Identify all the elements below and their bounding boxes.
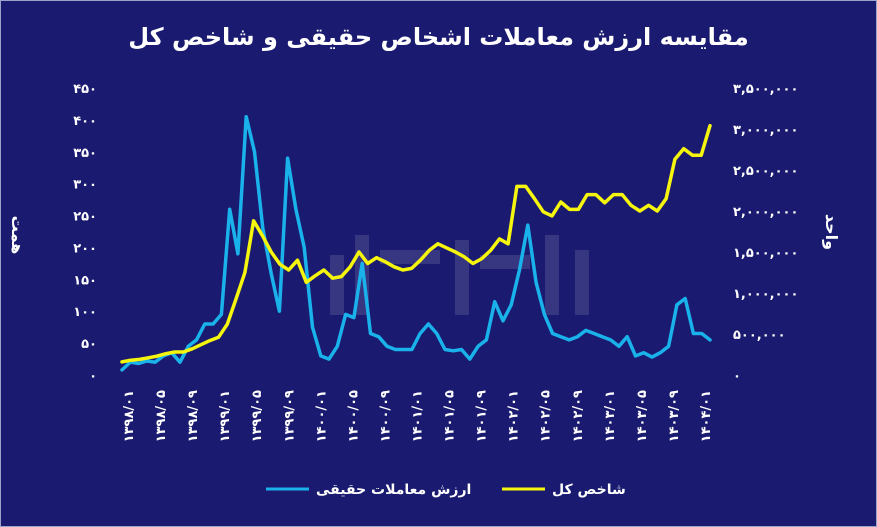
legend-label-total-index: شاخص کل bbox=[552, 482, 626, 498]
x-tick-label: ۱۴۰۱/۰۵ bbox=[443, 390, 458, 442]
y-left-tick-label: ۱۵۰ bbox=[73, 273, 97, 288]
y-left-tick-label: ۲۰۰ bbox=[73, 241, 97, 256]
y-left-tick-label: ۴۰۰ bbox=[73, 114, 97, 129]
x-tick-label: ۱۳۹۸/۰۹ bbox=[186, 390, 201, 442]
x-tick-label: ۱۴۰۰/۰۹ bbox=[378, 390, 393, 442]
x-tick-label: ۱۳۹۹/۰۵ bbox=[250, 390, 265, 442]
x-tick-label: ۱۴۰۰/۰۵ bbox=[346, 390, 361, 442]
y-right-tick-label: ۰ bbox=[733, 369, 741, 384]
x-tick-label: ۱۴۰۲/۰۹ bbox=[571, 390, 586, 442]
y-left-tick-label: ۳۰۰ bbox=[73, 178, 97, 193]
x-tick-label: ۱۳۹۹/۰۹ bbox=[282, 390, 297, 442]
y-right-tick-label: ۳,۰۰۰,۰۰۰ bbox=[733, 123, 798, 138]
y-axis-left-label: همت bbox=[8, 216, 27, 255]
y-left-tick-label: ۳۵۰ bbox=[73, 146, 97, 161]
x-tick-label: ۱۴۰۲/۰۱ bbox=[507, 390, 522, 442]
chart-title: مقایسه ارزش معاملات اشخاص حقیقی و شاخص ک… bbox=[128, 23, 749, 51]
y-right-tick-label: ۱,۰۰۰,۰۰۰ bbox=[733, 287, 798, 302]
y-axis-right-label: واحد bbox=[822, 214, 841, 250]
y-left-tick-label: ۵۰ bbox=[81, 337, 97, 352]
y-right-tick-label: ۲,۵۰۰,۰۰۰ bbox=[733, 164, 798, 179]
x-tick-label: ۱۳۹۸/۰۵ bbox=[154, 390, 169, 442]
y-left-tick-label: ۴۵۰ bbox=[73, 82, 97, 97]
y-left-tick-label: ۲۵۰ bbox=[73, 210, 97, 225]
series-line-total-index bbox=[120, 123, 712, 364]
x-tick-label: ۱۴۰۴/۰۱ bbox=[699, 390, 714, 442]
watermark-logo bbox=[330, 235, 589, 315]
x-tick-label: ۱۴۰۱/۰۹ bbox=[475, 390, 490, 442]
x-tick-label: ۱۴۰۲/۰۵ bbox=[539, 390, 554, 442]
x-tick-label: ۱۴۰۳/۰۱ bbox=[603, 390, 618, 442]
y-right-tick-label: ۲,۰۰۰,۰۰۰ bbox=[733, 205, 798, 220]
y-right-tick-label: ۳,۵۰۰,۰۰۰ bbox=[733, 82, 798, 97]
x-tick-label: ۱۴۰۳/۰۵ bbox=[635, 390, 650, 442]
legend: ارزش معاملات حقیقی شاخص کل bbox=[266, 482, 626, 498]
legend-label-real-trading: ارزش معاملات حقیقی bbox=[316, 482, 471, 498]
x-tick-label: ۱۳۹۹/۰۱ bbox=[218, 390, 233, 442]
y-left-tick-label: ۰ bbox=[89, 369, 97, 384]
x-tick-label: ۱۳۹۸/۰۱ bbox=[122, 390, 137, 442]
y-right-tick-label: ۵۰۰,۰۰۰ bbox=[733, 328, 786, 343]
y-right-tick-label: ۱,۵۰۰,۰۰۰ bbox=[733, 246, 798, 261]
x-tick-label: ۱۴۰۰/۰۱ bbox=[314, 390, 329, 442]
x-tick-label: ۱۴۰۱/۰۱ bbox=[411, 390, 426, 442]
x-tick-label: ۱۴۰۳/۰۹ bbox=[667, 390, 682, 442]
series-line-real-trading bbox=[120, 114, 712, 372]
y-left-tick-label: ۱۰۰ bbox=[73, 305, 97, 320]
